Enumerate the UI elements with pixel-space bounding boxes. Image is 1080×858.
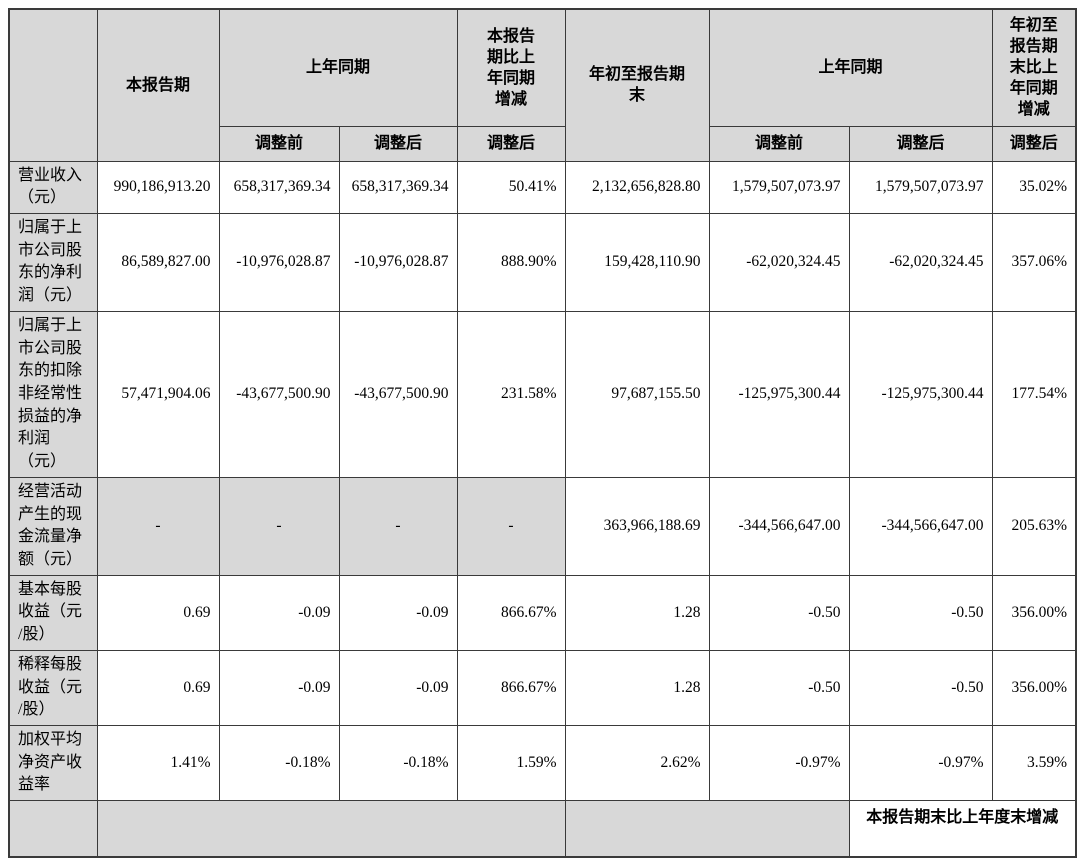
- value-cell: 990,186,913.20: [96, 160, 220, 214]
- value-cell: -10,976,028.87: [218, 212, 340, 312]
- value-cell: -0.50: [708, 574, 850, 651]
- value-cell: 2,132,656,828.80: [564, 160, 710, 214]
- empty-value-cell: -: [218, 476, 340, 576]
- table-row: 经营活动 产生的现 金流量净 额（元） - - - -363,966,188.69 -34…: [8, 476, 1077, 576]
- value-cell: 363,966,188.69: [564, 476, 710, 576]
- header-year-to-date: 年初至报告期 末: [564, 8, 710, 162]
- value-cell: -0.50: [848, 574, 993, 651]
- clipped-row: 本报告期末比上年度末增减: [8, 800, 1077, 858]
- value-cell: -0.50: [848, 649, 993, 727]
- header-prior-year-same-period-2: 上年同期: [708, 8, 993, 127]
- table-row: 归属于上 市公司股 东的净利 润（元） 86,589,827.00 -10,976,…: [8, 212, 1077, 312]
- value-cell: 1.28: [564, 574, 710, 651]
- value-cell: 1.28: [564, 649, 710, 727]
- value-cell: -125,975,300.44: [708, 310, 850, 478]
- value-cell: 888.90%: [456, 212, 566, 312]
- table-row: 营业收入 （元） 990,186,913.20 658,317,369.34 658,…: [8, 160, 1077, 214]
- value-cell: 356.00%: [991, 649, 1077, 727]
- value-cell: -0.09: [218, 574, 340, 651]
- financial-report-table-page: 本报告期 上年同期 本报告 期比上 年同期 增减 年初至报告期 末 上年同期 年…: [8, 8, 1078, 858]
- header-row-sub: 调整前 调整后 调整后 调整前 调整后 调整后: [9, 125, 1077, 162]
- empty-value-cell: -: [96, 476, 220, 576]
- value-cell: -43,677,500.90: [338, 310, 458, 478]
- value-cell: -62,020,324.45: [708, 212, 850, 312]
- value-cell: 0.69: [96, 574, 220, 651]
- value-cell: 2.62%: [564, 725, 710, 802]
- clipped-header-period-end-change: 本报告期末比上年度末增减: [848, 800, 1077, 858]
- header-blank-cell: [8, 8, 98, 162]
- subheader-before-adjust-2: 调整前: [708, 125, 850, 162]
- clipped-cell-left: [96, 800, 566, 858]
- value-cell: 658,317,369.34: [218, 160, 340, 214]
- value-cell: 231.58%: [456, 310, 566, 478]
- value-cell: 866.67%: [456, 649, 566, 727]
- row-label: 营业收入 （元）: [8, 160, 98, 214]
- subheader-after-adjust-4: 调整后: [991, 125, 1077, 162]
- table-body: 营业收入 （元） 990,186,913.20 658,317,369.34 658,…: [8, 160, 1077, 802]
- value-cell: -0.97%: [708, 725, 850, 802]
- value-cell: -62,020,324.45: [848, 212, 993, 312]
- value-cell: 356.00%: [991, 574, 1077, 651]
- value-cell: 658,317,369.34: [338, 160, 458, 214]
- value-cell: 177.54%: [991, 310, 1077, 478]
- header-row-top: 本报告期 上年同期 本报告 期比上 年同期 增减 年初至报告期 末 上年同期 年…: [8, 8, 1077, 162]
- clipped-row-label: [8, 800, 98, 858]
- row-label: 归属于上 市公司股 东的扣除 非经常性 损益的净 利润 （元）: [8, 310, 98, 478]
- value-cell: -0.97%: [848, 725, 993, 802]
- value-cell: 3.59%: [991, 725, 1077, 802]
- value-cell: 1,579,507,073.97: [848, 160, 993, 214]
- subheader-after-adjust-3: 调整后: [848, 125, 993, 162]
- value-cell: 1,579,507,073.97: [708, 160, 850, 214]
- quarterly-financials-table: 本报告期 上年同期 本报告 期比上 年同期 增减 年初至报告期 末 上年同期 年…: [8, 8, 1078, 858]
- value-cell: 86,589,827.00: [96, 212, 220, 312]
- subheader-before-adjust-1: 调整前: [218, 125, 340, 162]
- row-label: 经营活动 产生的现 金流量净 额（元）: [8, 476, 98, 576]
- value-cell: -0.18%: [218, 725, 340, 802]
- value-cell: 357.06%: [991, 212, 1077, 312]
- value-cell: -125,975,300.44: [848, 310, 993, 478]
- value-cell: -0.09: [338, 574, 458, 651]
- value-cell: -0.50: [708, 649, 850, 727]
- table-next-section-clipped: 本报告期末比上年度末增减: [8, 800, 1077, 858]
- empty-value-cell: -: [338, 476, 458, 576]
- value-cell: 35.02%: [991, 160, 1077, 214]
- row-label: 归属于上 市公司股 东的净利 润（元）: [8, 212, 98, 312]
- value-cell: 0.69: [96, 649, 220, 727]
- value-cell: 97,687,155.50: [564, 310, 710, 478]
- row-label: 加权平均 净资产收 益率: [8, 725, 98, 802]
- table-row: 归属于上 市公司股 东的扣除 非经常性 损益的净 利润 （元） 57,471,90…: [8, 310, 1077, 478]
- table-row: 加权平均 净资产收 益率 1.41% -0.18% -0.18% 1.59% 2.62% -…: [8, 725, 1077, 802]
- value-cell: 205.63%: [991, 476, 1077, 576]
- value-cell: -43,677,500.90: [218, 310, 340, 478]
- value-cell: -10,976,028.87: [338, 212, 458, 312]
- header-prior-year-same-period-1: 上年同期: [218, 8, 458, 127]
- header-period-vs-prior-change: 本报告 期比上 年同期 增减: [456, 8, 566, 127]
- header-ytd-vs-prior-change: 年初至 报告期 末比上 年同期 增减: [991, 8, 1077, 127]
- value-cell: 1.59%: [456, 725, 566, 802]
- value-cell: 50.41%: [456, 160, 566, 214]
- row-label: 基本每股 收益（元 /股）: [8, 574, 98, 651]
- header-current-period: 本报告期: [96, 8, 220, 162]
- subheader-after-adjust-2: 调整后: [456, 125, 566, 162]
- value-cell: -344,566,647.00: [848, 476, 993, 576]
- subheader-after-adjust-1: 调整后: [338, 125, 458, 162]
- empty-value-cell: -: [456, 476, 566, 576]
- value-cell: 1.41%: [96, 725, 220, 802]
- value-cell: 57,471,904.06: [96, 310, 220, 478]
- value-cell: -0.09: [338, 649, 458, 727]
- table-row: 稀释每股 收益（元 /股） 0.69 -0.09 -0.09 866.67% 1.28 -0…: [8, 649, 1077, 727]
- table-header: 本报告期 上年同期 本报告 期比上 年同期 增减 年初至报告期 末 上年同期 年…: [8, 8, 1077, 162]
- value-cell: 866.67%: [456, 574, 566, 651]
- clipped-cell-middle: [564, 800, 850, 858]
- value-cell: -344,566,647.00: [708, 476, 850, 576]
- row-label: 稀释每股 收益（元 /股）: [8, 649, 98, 727]
- value-cell: -0.18%: [338, 725, 458, 802]
- table-row: 基本每股 收益（元 /股） 0.69 -0.09 -0.09 866.67% 1.28 -0…: [8, 574, 1077, 651]
- value-cell: 159,428,110.90: [564, 212, 710, 312]
- value-cell: -0.09: [218, 649, 340, 727]
